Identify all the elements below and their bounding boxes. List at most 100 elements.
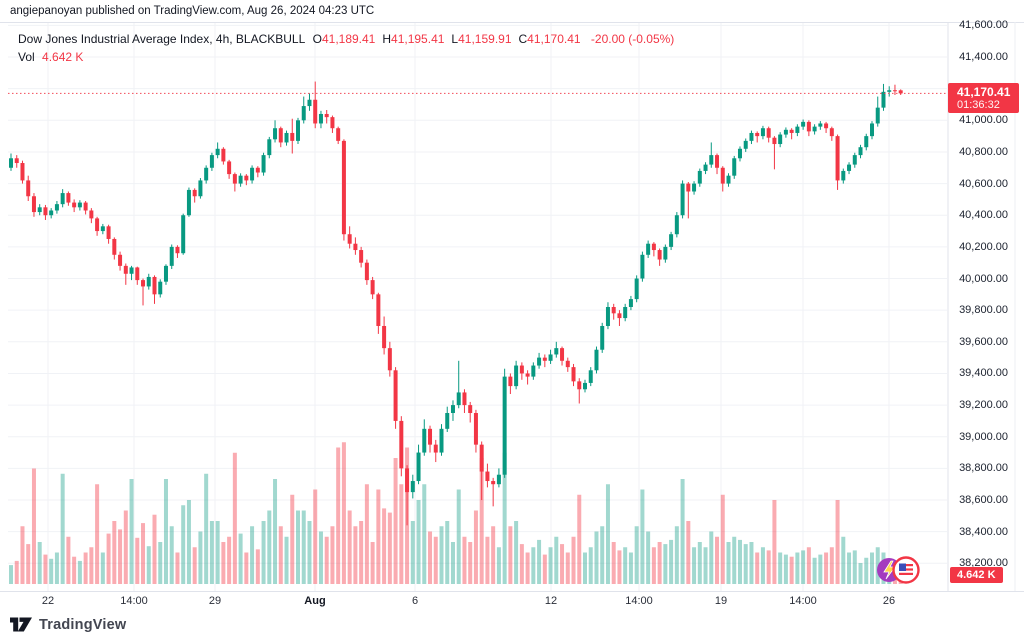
volume-bar: [485, 536, 490, 584]
volume-bar: [669, 539, 674, 584]
volume-bar: [364, 484, 369, 584]
candle-body: [324, 113, 329, 118]
candle-body: [887, 90, 892, 92]
candle-body: [715, 155, 720, 168]
volume-bar: [83, 552, 88, 584]
volume-bar: [49, 558, 54, 584]
symbol-title[interactable]: Dow Jones Industrial Average Index, 4h, …: [18, 32, 306, 46]
volume-bar: [554, 536, 559, 584]
volume-bar: [31, 468, 36, 584]
volume-bar: [766, 550, 771, 584]
ohlc-values: O41,189.41 H41,195.41 L41,159.91 C41,170.41: [313, 32, 588, 46]
volume-bar: [617, 550, 622, 584]
candle-body: [26, 180, 31, 197]
candle-body: [106, 226, 111, 239]
candle-body: [801, 121, 806, 127]
volume-bar: [583, 552, 587, 584]
volume-bar: [129, 479, 134, 584]
volume-bar: [623, 547, 628, 584]
candle-body: [72, 202, 77, 208]
volume-bar: [26, 544, 31, 584]
candle-body: [531, 365, 536, 377]
volume-bar: [743, 544, 748, 584]
volume-bar: [9, 565, 13, 584]
price-axis[interactable]: 41,600.0041,400.0041,200.0041,000.0040,8…: [948, 19, 1024, 591]
candle-body: [892, 90, 897, 92]
candle-body: [359, 250, 364, 263]
volume-bar: [542, 554, 547, 584]
candle-body: [146, 276, 151, 287]
price-axis-label: 39,400.00: [959, 367, 1008, 380]
candle-body: [181, 215, 186, 254]
candle-body: [169, 246, 174, 266]
volume-bar: [221, 542, 226, 584]
candle-body: [491, 481, 496, 485]
candle-body: [60, 193, 65, 205]
volume-bar: [89, 547, 94, 584]
volume-bar: [783, 554, 788, 584]
volume-bar: [439, 526, 444, 584]
volume-bar: [175, 552, 180, 584]
candle-body: [382, 325, 387, 349]
price-axis-label: 41,000.00: [959, 114, 1008, 127]
candle-body: [605, 307, 610, 326]
candle-body: [554, 348, 559, 355]
volume-label: Vol: [18, 50, 35, 64]
volume-bar: [801, 550, 806, 584]
volume-bar: [651, 547, 656, 584]
time-axis[interactable]: 22 14:00 29 Aug 6 12 14:00 19 14:00 26: [0, 592, 1024, 612]
volume-bar: [255, 549, 260, 584]
volume-bar: [600, 526, 605, 584]
price-badge: 41,170.41 01:36:32: [948, 83, 1019, 114]
candle-body: [680, 183, 685, 216]
candle-body: [158, 281, 163, 295]
volume-bar: [760, 547, 765, 584]
candle-body: [875, 107, 880, 124]
volume-bar: [238, 533, 243, 584]
legend: Dow Jones Industrial Average Index, 4h, …: [18, 30, 674, 66]
candle-body: [278, 128, 283, 143]
volume-bar: [146, 546, 151, 584]
candle-body: [732, 158, 737, 176]
time-axis-label: 6: [411, 595, 419, 607]
volume-bar: [462, 536, 467, 584]
candle-body: [634, 278, 639, 300]
volume-bar: [273, 479, 278, 584]
candle-body: [152, 276, 157, 295]
volume-bar: [118, 529, 123, 584]
candle-body: [697, 170, 702, 184]
candle-body: [37, 207, 42, 213]
volume-bar: [307, 521, 312, 584]
candle-body: [20, 163, 25, 181]
tradingview-brand-text[interactable]: TradingView: [39, 616, 127, 633]
candle-body: [163, 265, 168, 282]
volume-bar: [628, 552, 633, 584]
tradingview-logo-icon[interactable]: [10, 616, 32, 633]
candle-body: [227, 161, 232, 175]
volume-bar: [215, 521, 220, 584]
candle-body: [204, 167, 209, 181]
candle-body: [364, 262, 369, 281]
volume-bar: [376, 489, 381, 584]
volume-bar: [611, 542, 616, 584]
volume-bar: [410, 521, 415, 584]
candle-body: [496, 474, 501, 485]
candle-body: [250, 167, 255, 181]
price-axis-label: 38,400.00: [959, 525, 1008, 538]
volume-bar: [646, 531, 651, 584]
candle-body: [737, 148, 742, 159]
candle-body: [54, 204, 59, 211]
volume-bar: [393, 458, 398, 584]
candle-body: [560, 348, 565, 361]
volume-bar: [594, 531, 599, 584]
price-axis-label: 40,200.00: [959, 240, 1008, 253]
candle-body: [847, 164, 852, 171]
volume-bar: [852, 550, 857, 584]
time-axis-label: 14:00: [120, 595, 148, 607]
candle-body: [353, 243, 358, 251]
volume-bar: [749, 542, 754, 584]
candle-body: [749, 132, 754, 141]
candle-body: [594, 349, 599, 371]
volume-bar: [824, 552, 829, 584]
